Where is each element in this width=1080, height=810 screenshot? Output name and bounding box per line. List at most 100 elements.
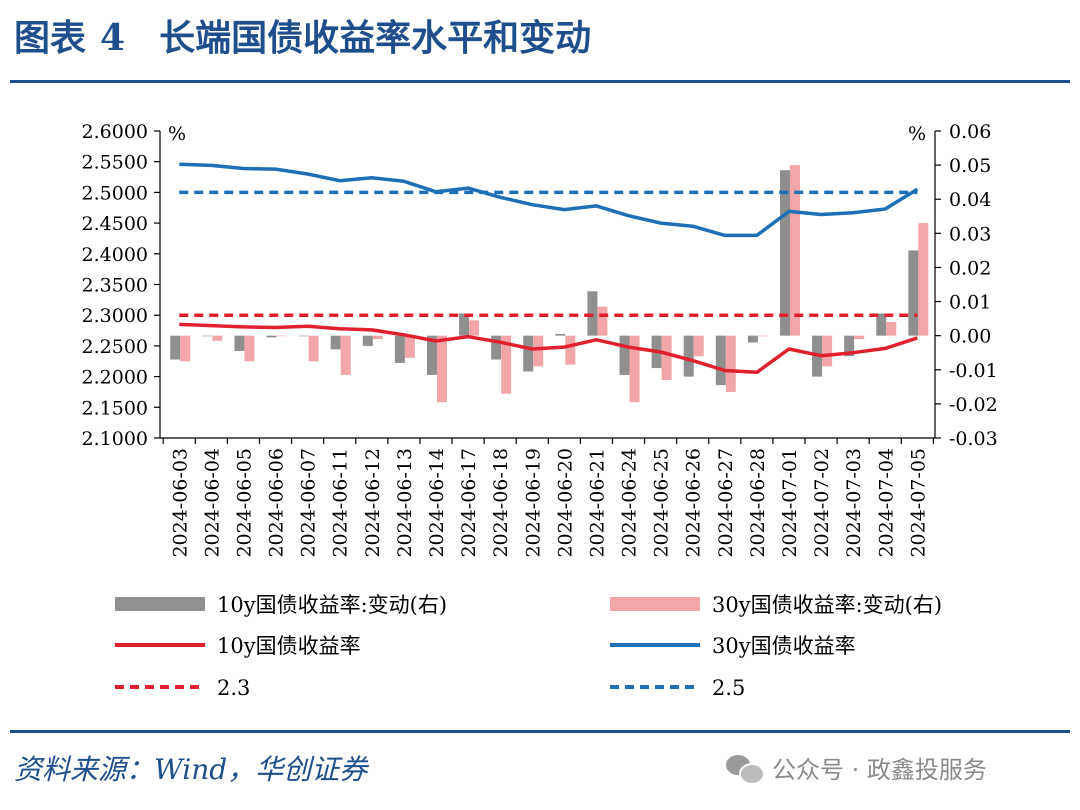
x-tick-label: 2024-06-14 bbox=[426, 448, 448, 558]
legend-swatch bbox=[115, 597, 205, 611]
source-note: 资料来源：Wind，华创证券 bbox=[14, 753, 368, 786]
x-tick-label: 2024-07-02 bbox=[811, 448, 833, 558]
bar-30y-change bbox=[276, 335, 287, 337]
bar-30y-change bbox=[629, 335, 640, 403]
bar-10y-change bbox=[491, 335, 502, 360]
left-tick-label: 2.5000 bbox=[82, 182, 148, 204]
bar-10y-change bbox=[555, 333, 566, 336]
bar-10y-change bbox=[844, 335, 855, 357]
x-tick-label: 2024-06-05 bbox=[233, 448, 255, 558]
right-tick-label: 0.04 bbox=[949, 189, 991, 211]
x-tick-label: 2024-06-17 bbox=[458, 448, 480, 558]
x-tick-label: 2024-06-28 bbox=[747, 448, 769, 558]
legend-label: 10y国债收益率:变动(右) bbox=[217, 593, 447, 617]
legend: 10y国债收益率:变动(右) 30y国债收益率:变动(右) 10y国债收益率 30y国… bbox=[115, 593, 942, 700]
figure-label: 图表 bbox=[14, 17, 87, 59]
bar-30y-change bbox=[725, 335, 736, 392]
bar-10y-change bbox=[683, 335, 694, 377]
right-tick-label: -0.01 bbox=[949, 360, 998, 382]
bar-10y-change bbox=[779, 170, 790, 336]
x-tick-label: 2024-06-26 bbox=[683, 448, 705, 558]
left-tick-label: 2.4500 bbox=[82, 213, 148, 235]
bar-10y-change bbox=[266, 335, 277, 338]
bar-30y-change bbox=[757, 335, 768, 337]
left-tick-label: 2.3500 bbox=[82, 275, 148, 297]
bar-10y-change bbox=[298, 335, 309, 337]
x-tick-label: 2024-06-25 bbox=[651, 448, 673, 558]
right-tick-label: -0.02 bbox=[949, 394, 998, 416]
bar-10y-change bbox=[459, 313, 470, 336]
legend-label: 2.3 bbox=[217, 676, 250, 700]
change-bars bbox=[170, 165, 929, 403]
bar-10y-change bbox=[619, 335, 630, 375]
figure-title: 图表 4 长端国债收益率水平和变动 bbox=[14, 10, 1064, 70]
right-axis-unit: % bbox=[908, 123, 926, 145]
bar-30y-change bbox=[597, 306, 608, 336]
bar-30y-change bbox=[854, 335, 865, 340]
bar-10y-change bbox=[394, 335, 405, 363]
title-rule bbox=[10, 80, 1070, 83]
bar-10y-change bbox=[747, 335, 758, 343]
legend-label: 30y国债收益率 bbox=[712, 634, 856, 658]
bar-30y-change bbox=[886, 322, 897, 336]
x-tick-label: 2024-06-21 bbox=[586, 448, 608, 558]
right-tick-label: 0.06 bbox=[949, 121, 991, 143]
bar-10y-change bbox=[876, 313, 887, 336]
x-tick-label: 2024-06-20 bbox=[554, 448, 576, 558]
right-tick-label: 0.05 bbox=[949, 155, 991, 177]
left-tick-label: 2.1500 bbox=[82, 397, 148, 419]
x-tick-label: 2024-07-05 bbox=[907, 448, 929, 558]
bar-10y-change bbox=[330, 335, 341, 350]
bar-10y-change bbox=[908, 250, 919, 336]
bar-30y-change bbox=[469, 320, 480, 336]
yield-chart: 2.60002.55002.50002.45002.40002.35002.30… bbox=[82, 121, 998, 700]
legend-swatch bbox=[610, 597, 700, 611]
wechat-icon bbox=[726, 753, 765, 785]
bar-30y-change bbox=[308, 335, 319, 362]
x-tick-label: 2024-07-01 bbox=[779, 448, 801, 558]
bar-10y-change bbox=[202, 335, 213, 337]
bar-30y-change bbox=[822, 335, 833, 367]
bar-10y-change bbox=[523, 335, 534, 372]
x-tick-label: 2024-06-18 bbox=[490, 448, 512, 558]
right-tick-label: 0.00 bbox=[949, 326, 991, 348]
legend-label: 2.5 bbox=[712, 676, 745, 700]
x-tick-label: 2024-06-07 bbox=[298, 448, 320, 558]
right-tick-label: 0.02 bbox=[949, 257, 991, 279]
bar-30y-change bbox=[789, 165, 800, 336]
right-tick-label: 0.03 bbox=[949, 223, 991, 245]
watermark-text: 公众号 · 政鑫投服务 bbox=[772, 756, 987, 784]
bar-30y-change bbox=[565, 335, 576, 365]
bar-10y-change bbox=[170, 335, 181, 360]
left-axis-unit: % bbox=[168, 123, 186, 145]
bar-30y-change bbox=[212, 335, 223, 341]
left-tick-label: 2.4000 bbox=[82, 244, 148, 266]
bar-30y-change bbox=[340, 335, 351, 375]
legend-label: 10y国债收益率 bbox=[217, 634, 361, 658]
left-tick-label: 2.1000 bbox=[82, 428, 148, 450]
yield-lines bbox=[179, 162, 919, 375]
x-tick-label: 2024-06-11 bbox=[330, 448, 352, 558]
right-tick-label: -0.03 bbox=[949, 428, 998, 450]
line-30y-yield bbox=[179, 162, 919, 238]
line-10y-yield bbox=[179, 322, 918, 375]
bar-30y-change bbox=[661, 335, 672, 381]
legend-label: 30y国债收益率:变动(右) bbox=[712, 593, 942, 617]
x-tick-label: 2024-07-03 bbox=[843, 448, 865, 558]
left-tick-label: 2.6000 bbox=[82, 121, 148, 143]
figure-title-text: 长端国债收益率水平和变动 bbox=[159, 17, 592, 59]
watermark: 公众号 · 政鑫投服务 bbox=[726, 750, 987, 785]
bar-30y-change bbox=[533, 335, 544, 367]
bar-30y-change bbox=[180, 335, 191, 362]
bar-10y-change bbox=[362, 335, 373, 346]
bar-10y-change bbox=[715, 335, 726, 386]
x-tick-label: 2024-06-24 bbox=[619, 448, 641, 558]
left-tick-label: 2.2000 bbox=[82, 367, 148, 389]
left-tick-label: 2.2500 bbox=[82, 336, 148, 358]
axes: 2.6000 2.5500 2.5000 2.4500 2.4000 2.3500 2.30… bbox=[82, 121, 998, 558]
bar-30y-change bbox=[501, 335, 512, 394]
bar-30y-change bbox=[244, 335, 255, 362]
left-tick-label: 2.3000 bbox=[82, 305, 148, 327]
x-tick-label: 2024-06-03 bbox=[169, 448, 191, 558]
bar-30y-change bbox=[436, 335, 447, 403]
